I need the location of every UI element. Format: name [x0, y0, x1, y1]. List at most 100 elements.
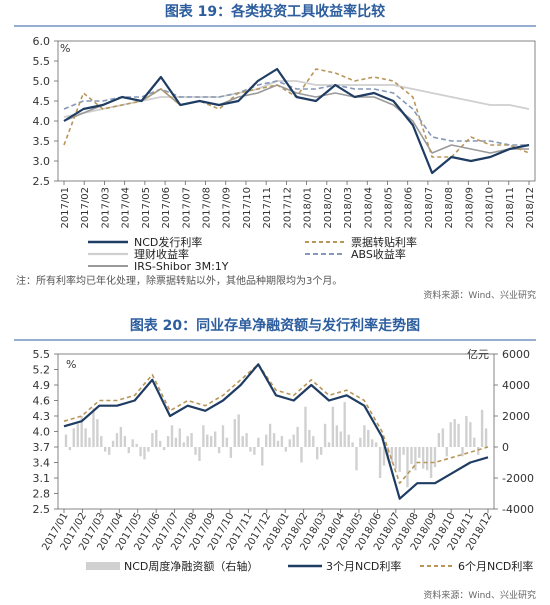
- chart2-bar: [484, 428, 488, 447]
- chart2-bar: [441, 428, 445, 447]
- chart2-bar: [327, 442, 331, 447]
- chart1-x-tick-label: 2018/01: [303, 187, 314, 229]
- chart1-source: 资料来源：Wind、兴业研究: [423, 289, 536, 301]
- chart2-bar: [96, 419, 99, 447]
- chart2-bar: [108, 447, 111, 455]
- chart2-bar: [386, 447, 390, 460]
- chart2-bar: [316, 447, 319, 460]
- chart2-bar: [367, 429, 370, 447]
- chart1-x-tick-label: 2018/09: [464, 187, 475, 229]
- chart2-bar: [406, 447, 409, 488]
- chart2-title: 图表 20：同业存单净融资额与发行利率走势图: [130, 317, 420, 334]
- chart1-x-tick-label: 2017/07: [181, 187, 192, 229]
- chart2-bar: [382, 447, 386, 466]
- chart2-bar: [449, 422, 452, 447]
- chart2-bar: [296, 426, 299, 447]
- chart2-bar: [186, 436, 189, 447]
- chart1-x-tick-label: 2017/10: [242, 187, 253, 229]
- chart2-right-tick-label: -4000: [502, 503, 534, 516]
- chart2-bar: [194, 447, 197, 455]
- chart2-bar: [182, 442, 185, 447]
- chart2-bar: [457, 423, 460, 448]
- chart2-bar: [300, 447, 303, 463]
- chart1-series-3: [63, 80, 529, 146]
- chart2-bar: [469, 422, 472, 447]
- chart2-bar: [166, 436, 170, 447]
- chart2-bar: [284, 447, 287, 452]
- chart2-bar: [465, 416, 468, 447]
- chart1-title: 图表 19：各类投资工具收益率比较: [165, 3, 385, 20]
- chart2-bar: [480, 409, 484, 447]
- chart2-right-tick-label: 4000: [502, 379, 530, 392]
- chart2-left-tick-label: 4.9: [33, 379, 51, 392]
- chart2-bar: [198, 447, 201, 461]
- chart2-bar: [151, 433, 154, 447]
- chart2-bar: [276, 440, 280, 447]
- chart2-bar: [253, 447, 256, 455]
- chart1-x-tick-label: 2017/12: [282, 187, 293, 229]
- chart1-x-tick-label: 2017/08: [202, 187, 213, 229]
- chart1-x-tick-label: 2018/05: [383, 187, 394, 229]
- chart2-legend-label: 3个月NCD利率: [326, 559, 401, 573]
- chart1-legend-label: NCD发行利率: [134, 235, 202, 249]
- chart2-bar: [237, 414, 240, 447]
- chart2-bar: [398, 447, 401, 472]
- chart1-x-tick-label: 2017/04: [121, 187, 132, 229]
- chart2-bar: [131, 439, 134, 448]
- chart1-x-tick-label: 2018/10: [485, 187, 496, 229]
- chart2-right-unit: 亿元: [467, 348, 489, 361]
- chart2-series-1: [63, 363, 489, 484]
- chart1-y-tick-label: 5.5: [33, 55, 51, 68]
- chart2-bar: [162, 447, 166, 451]
- chart2-right-tick-label: 2000: [502, 410, 530, 423]
- chart1-x-tick-label: 2018/07: [424, 187, 435, 229]
- chart2-left-tick-label: 3.1: [33, 472, 51, 485]
- chart2-bar: [265, 434, 268, 447]
- chart2-left-tick-label: 4.0: [33, 426, 51, 439]
- chart2-bar: [347, 434, 350, 447]
- chart2-series-0: [63, 363, 489, 500]
- chart2-bar: [418, 447, 421, 458]
- chart1-x-tick-label: 2017/01: [60, 187, 71, 229]
- chart2-left-tick-label: 4.6: [33, 395, 51, 408]
- chart1-legend-label: IRS-Shibor 3M:1Y: [134, 260, 229, 273]
- chart2-bar: [68, 447, 72, 451]
- chart2-bar: [461, 447, 464, 457]
- chart2-right-tick-label: 6000: [502, 348, 530, 361]
- chart2-bar: [437, 433, 441, 447]
- chart2-bar: [261, 447, 264, 466]
- chart2-bar: [394, 447, 397, 469]
- chart2-bar: [473, 437, 476, 447]
- chart2-bar: [323, 423, 327, 448]
- chart2-right-tick-label: -2000: [502, 472, 534, 485]
- chart2-bar: [76, 423, 79, 448]
- chart2-bar: [202, 425, 205, 447]
- chart2-plot-frame: [57, 353, 495, 510]
- chart2-bar: [445, 447, 448, 457]
- chart2-bar: [123, 436, 127, 447]
- chart2-left-unit: %: [66, 358, 76, 371]
- chart2-bar: [343, 402, 346, 447]
- chart1-y-tick-label: 2.5: [33, 175, 51, 188]
- chart1: 图表 19：各类投资工具收益率比较 % 2.5 3.0 3.5 4.0 4.5 5.0 5.…: [14, 3, 536, 301]
- chart2-bar: [257, 437, 260, 447]
- chart2-bar: [308, 429, 311, 447]
- chart2-bar: [170, 425, 174, 447]
- chart1-legend-label: 票据转贴利率: [351, 235, 417, 249]
- chart2-source: 资料来源：Wind、兴业研究: [423, 589, 536, 601]
- chart1-x-tick-label: 2018/03: [343, 187, 354, 229]
- chart2-bar: [390, 447, 393, 463]
- chart2-legend: NCD周度净融资额（右轴） 3个月NCD利率 6个月NCD利率: [86, 559, 533, 573]
- chart2-bar: [363, 425, 366, 447]
- chart2-bar: [288, 439, 291, 448]
- chart2-bar: [88, 437, 91, 447]
- chart2-left-tick-label: 2.5: [33, 503, 51, 516]
- chart1-series-1: [63, 68, 530, 158]
- chart2-bar: [127, 447, 130, 454]
- chart2-bar: [374, 442, 378, 447]
- chart1-x-tick-label: 2018/06: [404, 187, 415, 229]
- chart2-bar: [210, 436, 213, 447]
- chart2-bar: [221, 425, 225, 447]
